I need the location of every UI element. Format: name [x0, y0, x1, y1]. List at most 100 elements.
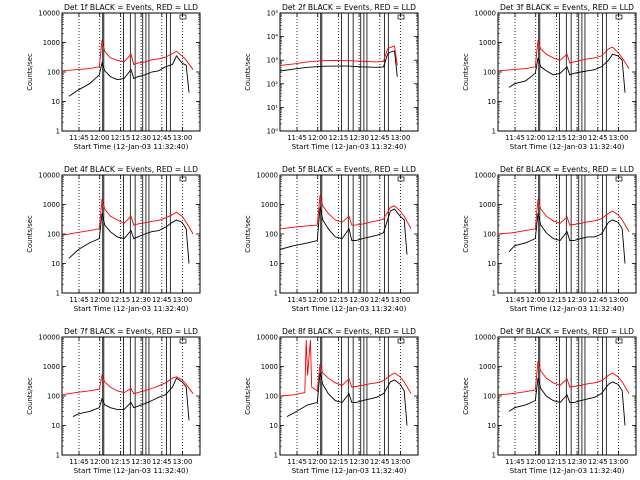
series-lld-line [280, 45, 398, 66]
plot-frame [61, 174, 201, 294]
x-tick-label: 12:30 [349, 458, 369, 466]
x-tick-label: 12:45 [370, 134, 390, 142]
y-tick-label: 10000 [38, 10, 60, 18]
x-tick-label: 12:30 [131, 134, 151, 142]
y-tick-label: 10 [487, 98, 496, 106]
x-tick-label: 12:45 [588, 296, 608, 304]
panel-title: Det 5f BLACK = Events, RED = LLD [282, 165, 416, 174]
panel-title: Det 3f BLACK = Events, RED = LLD [500, 3, 634, 12]
y-axis-label: Counts/sec [244, 377, 252, 415]
plot-frame [497, 174, 637, 294]
series-events-line [508, 378, 626, 426]
legend-box [179, 338, 187, 344]
y-tick-label: 1 [492, 128, 496, 136]
plot-frame [497, 12, 637, 132]
series-lld-line [62, 373, 194, 396]
y-tick-label: 100 [265, 231, 278, 239]
y-axis-label: Counts/sec [26, 215, 34, 253]
series-lld-line [62, 199, 194, 236]
panel-det-2: Det 2f BLACK = Events, RED = LLD 10⁰ 10¹ 10… [244, 3, 419, 151]
x-tick-label: 12:00 [526, 296, 546, 304]
x-tick-label: 11:45 [505, 134, 525, 142]
series-events-line [280, 50, 398, 77]
y-tick-label: 1 [56, 290, 60, 298]
x-tick-label: 12:00 [308, 458, 328, 466]
series-lld-line [498, 199, 630, 235]
legend-box [615, 14, 623, 20]
x-tick-label: 12:00 [526, 458, 546, 466]
legend-box [179, 14, 187, 20]
x-tick-label: 13:00 [173, 458, 193, 466]
series-events-line [68, 55, 190, 97]
plot-frame [279, 12, 419, 132]
x-tick-label: 12:15 [111, 296, 131, 304]
x-tick-label: 12:15 [111, 134, 131, 142]
x-tick-label: 13:00 [609, 458, 629, 466]
panel-det-3: Det 3f BLACK = Events, RED = LLD 1 10 100 10… [462, 3, 637, 151]
y-tick-label: 10⁴ [267, 33, 279, 41]
y-tick-label: 1 [492, 290, 496, 298]
legend-box [397, 14, 405, 20]
y-tick-label: 1000 [43, 39, 60, 47]
y-tick-label: 100 [483, 69, 496, 77]
x-tick-label: 12:30 [131, 296, 151, 304]
x-axis-label: Start Time (12-Jan-03 11:32:40) [510, 466, 625, 475]
y-tick-label: 10 [51, 260, 60, 268]
y-axis-label: Counts/sec [462, 215, 470, 253]
x-tick-label: 12:00 [308, 296, 328, 304]
panel-det-6: Det 6f BLACK = Events, RED = LLD 1 10 100 10… [462, 165, 637, 313]
series-events-line [68, 213, 190, 264]
y-tick-label: 10 [51, 422, 60, 430]
x-tick-label: 13:00 [173, 134, 193, 142]
x-tick-label: 12:45 [370, 458, 390, 466]
plot-frame [61, 12, 201, 132]
x-tick-label: 13:00 [391, 296, 411, 304]
y-tick-label: 10000 [256, 172, 278, 180]
x-tick-label: 12:15 [329, 458, 349, 466]
panel-det-9: Det 9f BLACK = Events, RED = LLD 1 10 100 10… [462, 327, 637, 475]
y-axis-label: Counts/sec [26, 53, 34, 91]
y-tick-label: 10 [487, 422, 496, 430]
x-tick-label: 11:45 [69, 296, 89, 304]
x-tick-label: 12:00 [90, 458, 110, 466]
legend-box [615, 176, 623, 182]
y-tick-label: 1 [274, 290, 278, 298]
x-tick-label: 12:30 [567, 134, 587, 142]
y-tick-label: 1 [56, 128, 60, 136]
legend-box [615, 338, 623, 344]
panel-title: Det 1f BLACK = Events, RED = LLD [64, 3, 198, 12]
x-tick-label: 12:15 [547, 134, 567, 142]
x-tick-label: 12:45 [588, 134, 608, 142]
x-tick-label: 12:45 [152, 134, 172, 142]
x-tick-label: 12:30 [567, 458, 587, 466]
x-tick-label: 13:00 [609, 134, 629, 142]
panel-title: Det 9f BLACK = Events, RED = LLD [500, 327, 634, 336]
plot-frame [61, 336, 201, 456]
x-tick-label: 13:00 [391, 134, 411, 142]
y-tick-label: 10000 [38, 172, 60, 180]
y-tick-label: 1000 [43, 363, 60, 371]
series-lld-line [498, 361, 630, 396]
panel-det-7: Det 7f BLACK = Events, RED = LLD 1 10 100 10… [26, 327, 201, 475]
x-tick-label: 13:00 [609, 296, 629, 304]
y-tick-label: 10000 [474, 334, 496, 342]
x-tick-label: 13:00 [173, 296, 193, 304]
y-tick-label: 10000 [474, 10, 496, 18]
series-lld-line [280, 195, 412, 230]
x-tick-label: 12:30 [567, 296, 587, 304]
x-axis-label: Start Time (12-Jan-03 11:32:40) [74, 466, 189, 475]
x-tick-label: 12:30 [349, 134, 369, 142]
x-axis-label: Start Time (12-Jan-03 11:32:40) [292, 304, 407, 313]
panel-det-4: Det 4f BLACK = Events, RED = LLD 1 10 100 10… [26, 165, 201, 313]
y-tick-label: 100 [265, 393, 278, 401]
panel-title: Det 4f BLACK = Events, RED = LLD [64, 165, 198, 174]
y-tick-label: 1 [56, 452, 60, 460]
x-tick-label: 12:30 [131, 458, 151, 466]
y-tick-label: 10000 [256, 334, 278, 342]
y-axis-label: Counts/sec [244, 53, 252, 91]
y-tick-label: 10⁰ [267, 128, 279, 136]
y-tick-label: 100 [47, 69, 60, 77]
panel-det-5: Det 5f BLACK = Events, RED = LLD 1 10 100 10… [244, 165, 419, 313]
y-tick-label: 10 [269, 260, 278, 268]
y-tick-label: 100 [483, 393, 496, 401]
